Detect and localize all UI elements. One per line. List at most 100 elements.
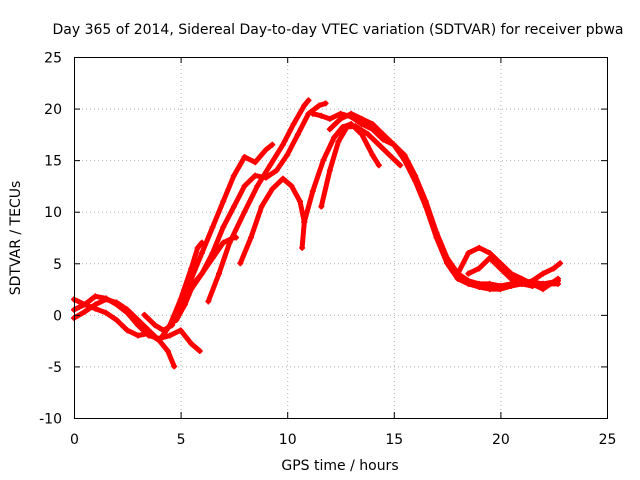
series-layer <box>71 97 564 370</box>
data-point <box>241 208 248 215</box>
data-point <box>269 141 276 148</box>
data-point <box>230 203 237 210</box>
data-point <box>279 141 286 148</box>
series-trace <box>205 97 311 304</box>
data-point <box>160 327 167 334</box>
data-point <box>433 234 440 241</box>
data-point <box>113 299 120 306</box>
data-point <box>198 249 205 256</box>
data-point <box>288 182 295 189</box>
data-point <box>465 249 472 256</box>
data-point <box>337 115 344 122</box>
data-point <box>196 347 203 354</box>
x-tick-label: 5 <box>177 432 186 448</box>
data-point <box>254 182 261 189</box>
data-point <box>173 317 180 324</box>
data-point <box>220 198 227 205</box>
data-point <box>540 280 547 287</box>
data-point <box>320 157 327 164</box>
data-point <box>343 124 350 131</box>
data-point <box>337 110 344 117</box>
data-point <box>194 244 201 251</box>
data-series-arc-8 <box>237 175 308 267</box>
x-tick-label: 25 <box>599 432 617 448</box>
data-point <box>316 102 323 109</box>
data-point <box>529 277 536 284</box>
data-point <box>305 97 312 104</box>
data-point <box>188 275 195 282</box>
data-point <box>134 317 141 324</box>
x-tick-label: 0 <box>70 432 79 448</box>
chart-title: Day 365 of 2014, Sidereal Day-to-day VTE… <box>52 22 623 38</box>
y-tick-label: 15 <box>44 154 62 170</box>
data-point <box>177 327 184 334</box>
data-point <box>124 327 131 334</box>
data-series-arc-11 <box>309 110 561 289</box>
y-tick-label: 25 <box>44 51 62 67</box>
data-point <box>102 296 109 303</box>
data-point <box>365 131 372 138</box>
data-point <box>326 115 333 122</box>
x-axis-label: GPS time / hours <box>281 458 398 474</box>
series-trace <box>327 111 561 292</box>
data-point <box>269 186 276 193</box>
data-point <box>554 275 561 282</box>
data-point <box>113 317 120 324</box>
data-series-arc-7 <box>205 97 312 305</box>
data-point <box>518 275 525 282</box>
data-point <box>198 270 205 277</box>
data-point <box>486 286 493 293</box>
data-point <box>476 265 483 272</box>
data-point <box>205 298 212 305</box>
data-point <box>220 239 227 246</box>
data-point <box>497 265 504 272</box>
data-point <box>557 260 564 267</box>
data-point <box>497 286 504 293</box>
data-point <box>369 121 376 128</box>
data-point <box>81 301 88 308</box>
data-point <box>550 265 557 272</box>
data-point <box>554 280 561 287</box>
data-point <box>156 337 163 344</box>
data-point <box>247 234 254 241</box>
data-point <box>81 308 88 315</box>
y-tick-label: 10 <box>44 205 62 221</box>
data-point <box>152 322 159 329</box>
data-point <box>465 280 472 287</box>
data-point <box>188 340 195 347</box>
data-point <box>508 275 515 282</box>
data-point <box>226 239 233 246</box>
data-point <box>352 123 359 130</box>
plot-frame <box>74 57 608 419</box>
data-point <box>348 110 355 117</box>
data-point <box>296 198 303 205</box>
data-point <box>318 112 325 119</box>
data-point <box>92 293 99 300</box>
data-point <box>262 146 269 153</box>
x-tick-label: 15 <box>385 432 403 448</box>
data-point <box>164 347 171 354</box>
data-point <box>181 301 188 308</box>
data-point <box>188 286 195 293</box>
y-tick-label: 0 <box>53 308 62 324</box>
data-point <box>358 115 365 122</box>
data-point <box>540 270 547 277</box>
data-point <box>215 270 222 277</box>
data-point <box>454 270 461 277</box>
data-point <box>169 322 176 329</box>
data-point <box>369 151 376 158</box>
data-point <box>518 280 525 287</box>
data-point <box>386 151 393 158</box>
data-point <box>301 219 308 226</box>
data-point <box>380 131 387 138</box>
data-point <box>322 100 329 107</box>
data-point <box>171 363 178 370</box>
data-point <box>301 102 308 109</box>
data-point <box>284 151 291 158</box>
data-point <box>166 332 173 339</box>
data-point <box>309 188 316 195</box>
data-point <box>252 172 259 179</box>
series-trace <box>465 255 563 287</box>
y-tick-label: 20 <box>44 102 62 118</box>
